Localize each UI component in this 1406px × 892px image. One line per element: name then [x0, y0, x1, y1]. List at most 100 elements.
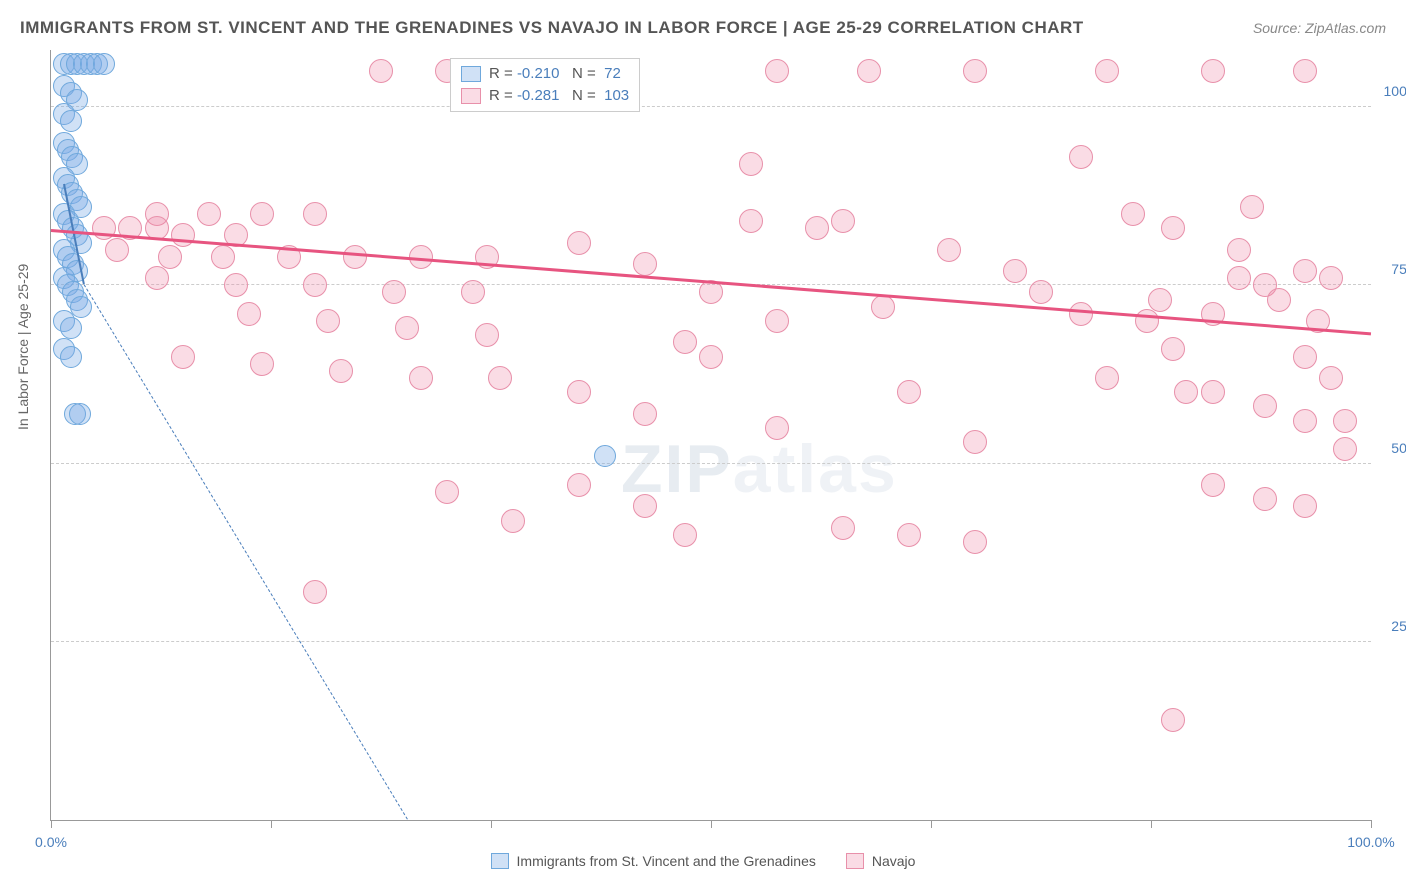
- data-point: [1227, 238, 1251, 262]
- data-point: [475, 323, 499, 347]
- data-point: [1240, 195, 1264, 219]
- data-point: [1253, 487, 1277, 511]
- data-point: [1333, 437, 1357, 461]
- data-point: [857, 59, 881, 83]
- data-point: [1253, 394, 1277, 418]
- data-point: [739, 152, 763, 176]
- legend-row: R = -0.281 N = 103: [461, 85, 629, 107]
- data-point: [1095, 366, 1119, 390]
- legend-swatch: [461, 66, 481, 82]
- data-point: [250, 352, 274, 376]
- data-point: [435, 480, 459, 504]
- data-point: [69, 403, 91, 425]
- x-tick: [711, 820, 712, 828]
- data-point: [1161, 216, 1185, 240]
- data-point: [831, 516, 855, 540]
- data-point: [1293, 409, 1317, 433]
- data-point: [211, 245, 235, 269]
- data-point: [765, 416, 789, 440]
- data-point: [237, 302, 261, 326]
- data-point: [60, 317, 82, 339]
- data-point: [1293, 59, 1317, 83]
- watermark: ZIPatlas: [621, 430, 898, 508]
- x-tick-label: 0.0%: [35, 834, 67, 850]
- data-point: [343, 245, 367, 269]
- data-point: [567, 231, 591, 255]
- x-tick: [271, 820, 272, 828]
- data-point: [805, 216, 829, 240]
- data-point: [567, 380, 591, 404]
- data-point: [224, 273, 248, 297]
- data-point: [1201, 473, 1225, 497]
- data-point: [395, 316, 419, 340]
- data-point: [871, 295, 895, 319]
- data-point: [1319, 266, 1343, 290]
- correlation-legend: R = -0.210 N = 72R = -0.281 N = 103: [450, 58, 640, 112]
- data-point: [461, 280, 485, 304]
- data-point: [303, 273, 327, 297]
- data-point: [60, 346, 82, 368]
- y-tick-label: 50.0%: [1391, 440, 1406, 456]
- legend-item: Immigrants from St. Vincent and the Gren…: [491, 853, 816, 869]
- data-point: [316, 309, 340, 333]
- data-point: [158, 245, 182, 269]
- data-point: [1161, 337, 1185, 361]
- data-point: [1003, 259, 1027, 283]
- legend-label: Navajo: [872, 853, 916, 869]
- data-point: [1267, 288, 1291, 312]
- legend-item: Navajo: [846, 853, 916, 869]
- series-legend: Immigrants from St. Vincent and the Gren…: [0, 853, 1406, 872]
- data-point: [1121, 202, 1145, 226]
- legend-row: R = -0.210 N = 72: [461, 63, 629, 85]
- scatter-chart: ZIPatlas 25.0%50.0%75.0%100.0%0.0%100.0%: [50, 50, 1371, 821]
- data-point: [897, 523, 921, 547]
- data-point: [409, 366, 433, 390]
- data-point: [1069, 302, 1093, 326]
- x-tick: [1371, 820, 1372, 828]
- data-point: [633, 252, 657, 276]
- data-point: [567, 473, 591, 497]
- data-point: [1174, 380, 1198, 404]
- x-tick-label: 100.0%: [1347, 834, 1394, 850]
- data-point: [673, 330, 697, 354]
- data-point: [594, 445, 616, 467]
- data-point: [1319, 366, 1343, 390]
- data-point: [699, 345, 723, 369]
- legend-swatch: [846, 853, 864, 869]
- data-point: [329, 359, 353, 383]
- data-point: [831, 209, 855, 233]
- data-point: [1161, 708, 1185, 732]
- data-point: [937, 238, 961, 262]
- x-tick: [1151, 820, 1152, 828]
- data-point: [197, 202, 221, 226]
- data-point: [633, 494, 657, 518]
- data-point: [897, 380, 921, 404]
- data-point: [1029, 280, 1053, 304]
- legend-swatch: [461, 88, 481, 104]
- data-point: [303, 202, 327, 226]
- legend-swatch: [491, 853, 509, 869]
- data-point: [145, 266, 169, 290]
- data-point: [1227, 266, 1251, 290]
- data-point: [1201, 59, 1225, 83]
- trendline: [84, 285, 408, 820]
- y-tick-label: 100.0%: [1384, 83, 1406, 99]
- data-point: [1201, 380, 1225, 404]
- y-tick-label: 75.0%: [1391, 261, 1406, 277]
- data-point: [633, 402, 657, 426]
- gridline: [51, 463, 1371, 464]
- x-tick: [931, 820, 932, 828]
- data-point: [1293, 494, 1317, 518]
- chart-title: IMMIGRANTS FROM ST. VINCENT AND THE GREN…: [20, 18, 1084, 38]
- data-point: [1148, 288, 1172, 312]
- data-point: [1095, 59, 1119, 83]
- data-point: [1333, 409, 1357, 433]
- data-point: [369, 59, 393, 83]
- source-attribution: Source: ZipAtlas.com: [1253, 20, 1386, 36]
- y-tick-label: 25.0%: [1391, 618, 1406, 634]
- x-tick: [491, 820, 492, 828]
- data-point: [93, 53, 115, 75]
- data-point: [739, 209, 763, 233]
- data-point: [963, 530, 987, 554]
- data-point: [673, 523, 697, 547]
